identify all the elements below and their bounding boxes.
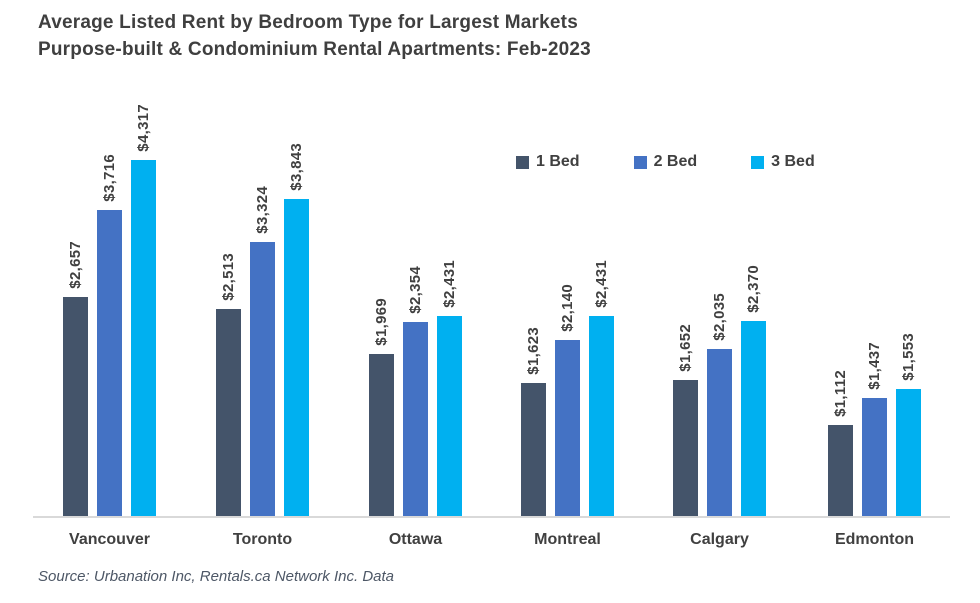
chart-title-line1: Average Listed Rent by Bedroom Type for … bbox=[38, 12, 578, 33]
bar-calgary-2-bed bbox=[707, 349, 732, 517]
x-axis-label-ottawa: Ottawa bbox=[388, 531, 443, 548]
bar-montreal-1-bed bbox=[521, 383, 546, 517]
value-label-vancouver-2-bed: $3,716 bbox=[101, 154, 118, 202]
legend: 1 Bed 2 Bed 3 Bed bbox=[516, 153, 815, 171]
bar-slot-vancouver-2-bed: $3,716 bbox=[97, 154, 122, 517]
legend-swatch-2-bed bbox=[633, 155, 647, 169]
bar-slot-montreal-1-bed: $1,623 bbox=[521, 327, 546, 517]
source-note: Source: Urbanation Inc, Rentals.ca Netwo… bbox=[38, 568, 395, 585]
bar-slot-ottawa-2-bed: $2,354 bbox=[403, 266, 428, 517]
value-label-calgary-1-bed: $1,652 bbox=[677, 324, 694, 372]
bar-montreal-3-bed bbox=[589, 316, 614, 517]
bar-calgary-3-bed bbox=[741, 321, 766, 517]
bar-ottawa-3-bed bbox=[437, 316, 462, 517]
value-label-edmonton-1-bed: $1,112 bbox=[832, 370, 849, 417]
bar-vancouver-2-bed bbox=[97, 210, 122, 517]
bar-toronto-3-bed bbox=[284, 199, 309, 517]
bar-slot-montreal-3-bed: $2,431 bbox=[589, 260, 614, 517]
value-label-edmonton-2-bed: $1,437 bbox=[866, 342, 883, 390]
bar-edmonton-2-bed bbox=[862, 398, 887, 517]
bar-toronto-1-bed bbox=[216, 309, 241, 517]
legend-item-1-bed: 1 Bed bbox=[516, 153, 580, 171]
bar-ottawa-2-bed bbox=[403, 322, 428, 517]
value-label-vancouver-1-bed: $2,657 bbox=[67, 241, 84, 289]
legend-label-2-bed: 2 Bed bbox=[653, 153, 698, 170]
value-label-ottawa-2-bed: $2,354 bbox=[407, 266, 424, 314]
value-label-montreal-2-bed: $2,140 bbox=[559, 284, 576, 332]
bar-slot-toronto-1-bed: $2,513 bbox=[216, 253, 241, 517]
legend-item-2-bed: 2 Bed bbox=[633, 153, 698, 171]
bar-slot-edmonton-1-bed: $1,112 bbox=[828, 370, 853, 517]
bar-slot-vancouver-3-bed: $4,317 bbox=[131, 104, 156, 517]
x-axis-label-montreal: Montreal bbox=[534, 531, 601, 548]
x-axis-line bbox=[33, 516, 950, 518]
bar-group-vancouver: $2,657 $3,716 $4,317 bbox=[63, 47, 156, 517]
bar-slot-ottawa-3-bed: $2,431 bbox=[437, 260, 462, 517]
bar-slot-calgary-2-bed: $2,035 bbox=[707, 293, 732, 517]
legend-swatch-3-bed bbox=[751, 155, 765, 169]
bar-slot-calgary-3-bed: $2,370 bbox=[741, 265, 766, 517]
bar-montreal-2-bed bbox=[555, 340, 580, 517]
value-label-vancouver-3-bed: $4,317 bbox=[135, 104, 152, 152]
bar-slot-edmonton-2-bed: $1,437 bbox=[862, 342, 887, 517]
chart-title-line2: Purpose-built & Condominium Rental Apart… bbox=[38, 38, 591, 60]
bar-group-toronto: $2,513 $3,324 $3,843 bbox=[216, 47, 309, 517]
bar-slot-vancouver-1-bed: $2,657 bbox=[63, 241, 88, 517]
bar-vancouver-1-bed bbox=[63, 297, 88, 517]
bar-slot-montreal-2-bed: $2,140 bbox=[555, 284, 580, 517]
bar-slot-toronto-3-bed: $3,843 bbox=[284, 143, 309, 517]
value-label-montreal-1-bed: $1,623 bbox=[525, 327, 542, 375]
x-axis-label-vancouver: Vancouver bbox=[69, 531, 150, 548]
chart-title: Average Listed Rent by Bedroom Type for … bbox=[38, 10, 591, 64]
x-axis-label-calgary: Calgary bbox=[690, 531, 749, 548]
bar-edmonton-1-bed bbox=[828, 425, 853, 517]
x-axis-label-toronto: Toronto bbox=[232, 531, 293, 548]
bar-slot-edmonton-3-bed: $1,553 bbox=[896, 333, 921, 517]
bar-group-edmonton: $1,112 $1,437 $1,553 bbox=[828, 47, 921, 517]
value-label-edmonton-3-bed: $1,553 bbox=[900, 333, 917, 381]
bar-calgary-1-bed bbox=[673, 380, 698, 517]
bar-slot-toronto-2-bed: $3,324 bbox=[250, 186, 275, 517]
bar-group-calgary: $1,652 $2,035 $2,370 bbox=[673, 47, 766, 517]
value-label-montreal-3-bed: $2,431 bbox=[593, 260, 610, 308]
legend-swatch-1-bed bbox=[516, 155, 529, 169]
bar-vancouver-3-bed bbox=[131, 160, 156, 517]
legend-label-3-bed: 3 Bed bbox=[771, 153, 815, 170]
bar-edmonton-3-bed bbox=[896, 389, 921, 517]
legend-item-3-bed: 3 Bed bbox=[751, 153, 815, 171]
bar-slot-calgary-1-bed: $1,652 bbox=[673, 324, 698, 517]
bar-group-ottawa: $1,969 $2,354 $2,431 bbox=[369, 47, 462, 517]
value-label-ottawa-3-bed: $2,431 bbox=[441, 260, 458, 308]
value-label-toronto-2-bed: $3,324 bbox=[254, 186, 271, 234]
value-label-calgary-2-bed: $2,035 bbox=[711, 293, 728, 341]
bar-group-montreal: $1,623 $2,140 $2,431 bbox=[521, 47, 614, 517]
bar-ottawa-1-bed bbox=[369, 354, 394, 517]
bar-toronto-2-bed bbox=[250, 242, 275, 517]
value-label-toronto-1-bed: $2,513 bbox=[220, 253, 237, 301]
value-label-toronto-3-bed: $3,843 bbox=[288, 143, 305, 191]
bar-slot-ottawa-1-bed: $1,969 bbox=[369, 298, 394, 517]
x-axis-label-edmonton: Edmonton bbox=[834, 531, 915, 548]
value-label-ottawa-1-bed: $1,969 bbox=[373, 298, 390, 346]
legend-label-1-bed: 1 Bed bbox=[536, 153, 580, 170]
value-label-calgary-3-bed: $2,370 bbox=[745, 265, 762, 313]
